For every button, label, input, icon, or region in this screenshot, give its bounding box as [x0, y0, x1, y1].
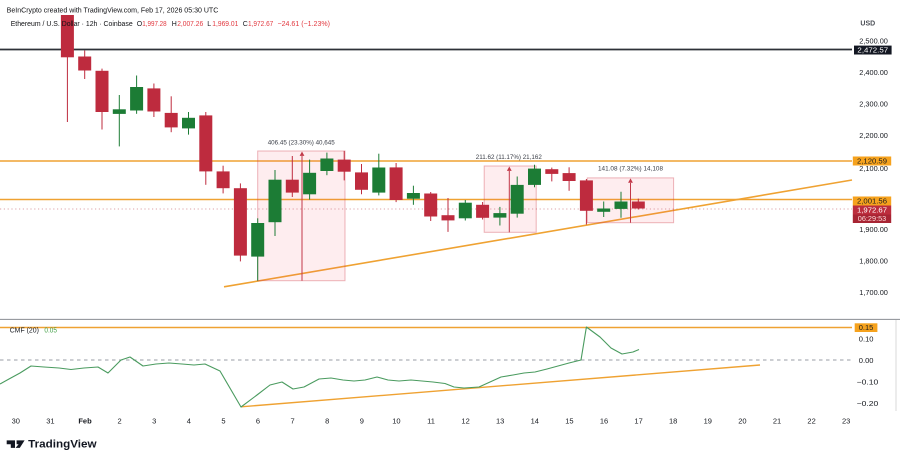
svg-text:2,300.00: 2,300.00	[859, 99, 888, 108]
svg-text:15: 15	[565, 417, 573, 426]
svg-text:−0.20: −0.20	[857, 399, 879, 408]
svg-text:10: 10	[392, 417, 400, 426]
svg-text:CMF (20): CMF (20)	[10, 328, 39, 335]
svg-text:1,969.01: 1,969.01	[212, 21, 238, 28]
svg-text:18: 18	[669, 417, 677, 426]
svg-text:0.10: 0.10	[859, 335, 874, 344]
svg-text:O: O	[137, 21, 143, 28]
svg-text:Feb: Feb	[78, 417, 92, 426]
svg-text:19: 19	[704, 417, 712, 426]
svg-text:22: 22	[807, 417, 815, 426]
svg-text:1,972.67: 1,972.67	[857, 205, 887, 214]
svg-text:2,400.00: 2,400.00	[859, 68, 888, 77]
svg-text:3: 3	[152, 417, 156, 426]
svg-text:31: 31	[46, 417, 54, 426]
svg-text:2,500.00: 2,500.00	[859, 37, 888, 46]
svg-text:30: 30	[12, 417, 20, 426]
svg-text:12: 12	[461, 417, 469, 426]
svg-text:H: H	[172, 21, 177, 28]
svg-text:TradingView: TradingView	[28, 439, 97, 451]
svg-text:2,472.57: 2,472.57	[857, 45, 888, 54]
svg-text:Ethereum / U.S. Dollar · 12h ·: Ethereum / U.S. Dollar · 12h · Coinbase	[11, 21, 133, 28]
svg-text:20: 20	[738, 417, 746, 426]
svg-text:2,120.59: 2,120.59	[857, 156, 887, 165]
svg-text:2,200.00: 2,200.00	[859, 131, 888, 140]
svg-text:1,700.00: 1,700.00	[859, 288, 888, 297]
svg-text:0.05: 0.05	[44, 328, 57, 335]
svg-text:9: 9	[360, 417, 364, 426]
svg-text:6: 6	[256, 417, 260, 426]
svg-text:13: 13	[496, 417, 504, 426]
svg-text:17: 17	[634, 417, 642, 426]
svg-text:14: 14	[531, 417, 539, 426]
svg-text:21: 21	[773, 417, 781, 426]
svg-text:1,972.67: 1,972.67	[248, 21, 273, 28]
svg-text:L: L	[207, 21, 211, 28]
svg-text:4: 4	[187, 417, 191, 426]
svg-text:11: 11	[427, 417, 435, 426]
svg-text:5: 5	[221, 417, 225, 426]
svg-text:−24.61 (−1.23%): −24.61 (−1.23%)	[278, 21, 331, 28]
svg-text:7: 7	[291, 417, 295, 426]
svg-text:8: 8	[325, 417, 329, 426]
svg-text:211.62 (11.17%) 21,162: 211.62 (11.17%) 21,162	[476, 154, 542, 161]
svg-text:0.15: 0.15	[859, 323, 874, 332]
svg-text:−0.10: −0.10	[857, 378, 879, 387]
svg-text:406.45 (23.30%) 40,645: 406.45 (23.30%) 40,645	[268, 140, 335, 147]
svg-text:2: 2	[118, 417, 122, 426]
svg-text:USD: USD	[860, 20, 875, 27]
svg-text:141.08 (7.32%) 14,108: 141.08 (7.32%) 14,108	[598, 166, 663, 173]
svg-text:23: 23	[842, 417, 850, 426]
svg-text:0.00: 0.00	[859, 356, 874, 365]
svg-text:1,997.28: 1,997.28	[142, 21, 167, 28]
svg-text:1,900.00: 1,900.00	[859, 225, 888, 234]
svg-text:16: 16	[600, 417, 608, 426]
svg-text:2,100.00: 2,100.00	[859, 164, 888, 173]
svg-text:2,001.56: 2,001.56	[857, 196, 887, 205]
svg-text:06:29:53: 06:29:53	[858, 214, 887, 223]
svg-text:BeInCrypto created with Tradin: BeInCrypto created with TradingView.com,…	[7, 8, 219, 15]
svg-text:C: C	[243, 21, 248, 28]
svg-text:1,800.00: 1,800.00	[859, 256, 888, 265]
svg-text:2,007.26: 2,007.26	[177, 21, 203, 28]
